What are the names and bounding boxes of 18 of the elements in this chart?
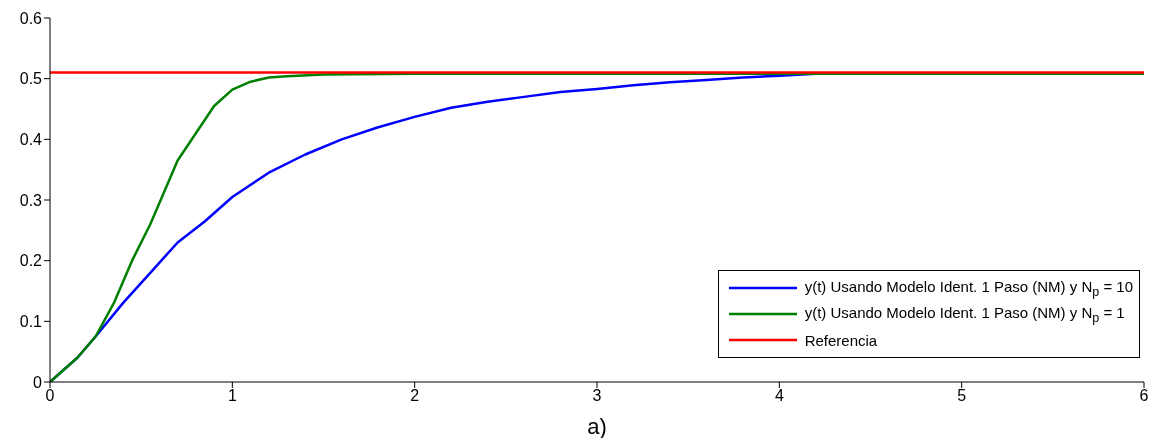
x-tick-label: 5 bbox=[957, 387, 967, 405]
x-tick-label: 0 bbox=[45, 387, 55, 405]
x-tick-label: 1 bbox=[227, 387, 237, 405]
legend-label: Referencia bbox=[804, 331, 878, 349]
legend-label: y(t) Usando Modelo Ident. 1 Paso (NM) y N$_{p}$ = 1 bbox=[804, 303, 1125, 325]
y-tick-label: 0.6 bbox=[19, 9, 43, 27]
x-tick-label: 3 bbox=[592, 387, 602, 405]
x-tick-label: 4 bbox=[774, 387, 784, 405]
y-tick-label: 0.3 bbox=[19, 191, 43, 209]
y-tick-label: 0.2 bbox=[19, 252, 43, 270]
x-tick-label: 2 bbox=[410, 387, 420, 405]
x-axis-title: a) bbox=[587, 414, 607, 439]
y-tick-label: 0.5 bbox=[19, 70, 43, 88]
x-tick-label: 6 bbox=[1139, 387, 1149, 405]
y-tick-label: 0.4 bbox=[19, 131, 43, 149]
y-tick-label: 0.1 bbox=[19, 313, 43, 331]
legend-label: y(t) Usando Modelo Ident. 1 Paso (NM) y N$_{p}$ = 10 bbox=[804, 277, 1133, 299]
y-tick-label: 0 bbox=[33, 373, 43, 391]
